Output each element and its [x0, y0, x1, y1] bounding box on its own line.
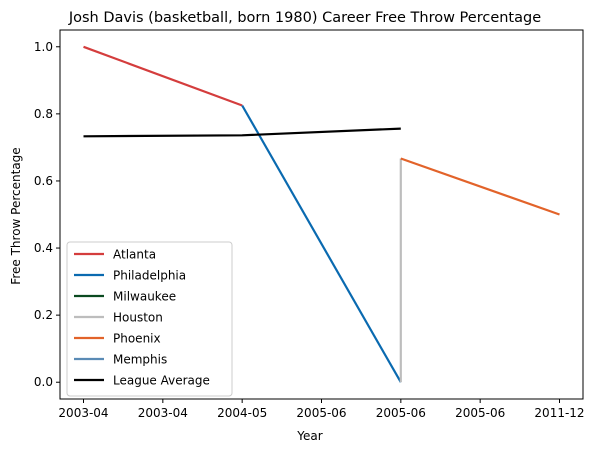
legend-label: Memphis — [113, 353, 167, 367]
x-tick-label: 2003-04 — [138, 406, 188, 420]
y-axis: 0.0 0.2 0.4 0.6 0.8 1.0 — [34, 40, 60, 389]
y-tick-label: 1.0 — [34, 40, 53, 54]
y-axis-label: Free Throw Percentage — [9, 147, 23, 284]
x-tick-label: 2005-06 — [455, 406, 505, 420]
legend-label: Philadelphia — [113, 269, 186, 283]
legend-label: Phoenix — [113, 332, 161, 346]
x-tick-label: 2005-06 — [376, 406, 426, 420]
legend-label: Houston — [113, 311, 163, 325]
chart-title: Josh Davis (basketball, born 1980) Caree… — [68, 10, 541, 26]
x-tick-label: 2005-06 — [296, 406, 346, 420]
legend-label: Atlanta — [113, 248, 156, 262]
series-line-4 — [400, 157, 560, 216]
y-tick-label: 0.2 — [34, 308, 53, 322]
x-tick-label: 2003-04 — [58, 406, 108, 420]
legend-box — [66, 241, 233, 397]
legend: Atlanta Philadelphia Milwaukee Houston Phoen… — [66, 241, 233, 397]
series-line-0 — [83, 45, 243, 107]
legend-label: League Average — [113, 374, 210, 388]
x-axis-label: Year — [296, 429, 322, 443]
x-axis: 2003-04 2003-04 2004-05 2005-06 2005-06 2005-… — [58, 399, 585, 420]
legend-label: Milwaukee — [113, 290, 176, 304]
x-tick-label: 2011-12 — [534, 406, 584, 420]
y-tick-label: 0.0 — [34, 375, 53, 389]
y-tick-label: 0.8 — [34, 107, 53, 121]
plot-lines — [83, 45, 560, 383]
series-line-1 — [241, 104, 402, 383]
y-tick-label: 0.6 — [34, 174, 53, 188]
x-tick-label: 2004-05 — [217, 406, 267, 420]
y-tick-label: 0.4 — [34, 241, 53, 255]
series-line-6 — [83, 127, 401, 138]
